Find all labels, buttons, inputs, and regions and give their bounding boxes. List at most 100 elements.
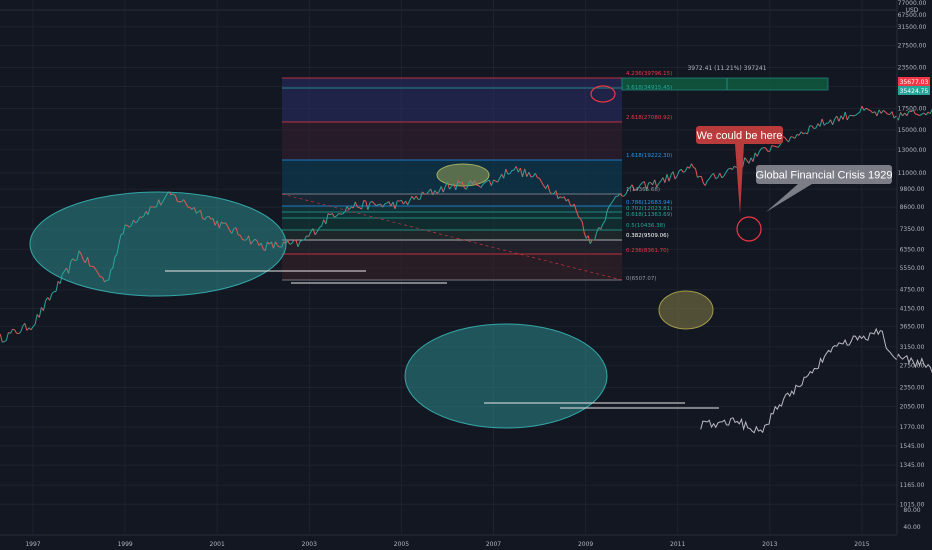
- series-main-segment: [683, 170, 686, 173]
- series-main-segment: [674, 175, 678, 180]
- series-main-segment: [917, 114, 920, 117]
- series-main-segment: [515, 166, 519, 173]
- series-main-segment: [878, 109, 882, 114]
- series-main-segment: [457, 180, 461, 184]
- series-main-segment: [534, 173, 538, 178]
- series-main-segment: [589, 239, 593, 245]
- series-main-segment: [660, 177, 664, 182]
- series-main-segment: [185, 203, 189, 208]
- price-tick-label: 5550.00: [900, 265, 925, 272]
- series-main-segment: [709, 175, 712, 179]
- series-main-segment: [840, 115, 844, 120]
- series-main-segment: [413, 195, 417, 200]
- series-main-segment: [543, 185, 547, 189]
- series-main-segment: [723, 171, 727, 177]
- series-main-segment: [541, 181, 545, 186]
- series-main-segment: [746, 160, 750, 164]
- series-main-segment: [26, 327, 30, 331]
- series-main-segment: [242, 238, 245, 241]
- series-main-segment: [357, 206, 360, 209]
- price-tick-label: 2750.00: [900, 363, 925, 370]
- fibonacci-level-label: 2.618(27080.92): [626, 115, 672, 121]
- series-main-segment: [919, 113, 923, 117]
- time-tick-label: 2005: [394, 541, 409, 548]
- series-main-segment: [727, 167, 731, 170]
- series-main-segment: [654, 179, 658, 188]
- series-main-segment: [915, 113, 918, 115]
- series-main-segment: [742, 157, 746, 168]
- series-main-segment: [465, 184, 469, 190]
- fibonacci-level-label: 0.5(10436.38): [626, 223, 665, 229]
- series-main-segment: [409, 195, 413, 201]
- series-main-segment: [549, 191, 553, 195]
- series-main-segment: [373, 203, 377, 207]
- series-main-segment: [397, 200, 400, 202]
- price-tick-label: 31500.00: [898, 24, 927, 31]
- series-main-segment: [672, 171, 676, 180]
- series-main-segment: [394, 200, 398, 210]
- series-main-segment: [587, 235, 591, 244]
- series-main-segment: [415, 195, 419, 200]
- series-main-segment: [382, 203, 386, 208]
- series-main-segment: [164, 193, 168, 199]
- series-main-segment: [18, 331, 22, 334]
- series-main-segment: [202, 217, 205, 221]
- series-main-segment: [200, 210, 203, 219]
- series-main-segment: [316, 227, 320, 232]
- series-main-segment: [319, 225, 322, 229]
- series-main-segment: [758, 148, 762, 152]
- series-main-segment: [299, 239, 303, 242]
- series-main-segment: [295, 240, 299, 247]
- series-main-segment: [509, 170, 513, 174]
- series-main-segment: [487, 179, 490, 182]
- series-main-segment: [470, 180, 474, 185]
- series-main-segment: [631, 184, 635, 191]
- series-main-segment: [484, 180, 488, 183]
- series-main-segment: [112, 256, 116, 269]
- series-main-segment: [522, 168, 526, 178]
- series-main-segment: [528, 171, 532, 178]
- series-main-segment: [467, 180, 471, 185]
- price-tick-label: 23500.00: [898, 64, 927, 71]
- price-tick-label: 40.00: [903, 524, 920, 531]
- series-main-segment: [84, 256, 89, 263]
- series-main-segment: [662, 177, 666, 183]
- series-main-segment: [352, 201, 356, 209]
- series-main-segment: [794, 134, 798, 139]
- series-main-segment: [897, 112, 901, 121]
- series-main-segment: [376, 204, 379, 207]
- price-tags: 35677.03 35424.75: [898, 77, 930, 95]
- series-main-segment: [480, 184, 484, 188]
- time-tick-label: 2009: [578, 541, 593, 548]
- series-main-segment: [51, 291, 55, 295]
- series-main-segment: [648, 181, 651, 184]
- series-main-segment: [539, 178, 543, 183]
- series-main-segment: [575, 210, 579, 217]
- price-tick-label: 1545.00: [900, 443, 925, 450]
- series-main-segment: [166, 191, 170, 195]
- series-main-segment: [865, 107, 869, 111]
- measure-tool: 3972.41 (11.21%) 397241: [621, 65, 829, 91]
- series-main-segment: [719, 172, 723, 179]
- series-main-segment: [275, 241, 279, 246]
- series-main-segment: [78, 250, 82, 255]
- series-main-segment: [444, 182, 448, 187]
- series-main-segment: [38, 307, 42, 318]
- series-main-segment: [419, 191, 423, 200]
- series-main-segment: [639, 182, 643, 186]
- series-main-segment: [68, 261, 72, 274]
- series-main-segment: [367, 202, 371, 210]
- series-main-segment: [344, 206, 348, 212]
- series-main-segment: [130, 219, 134, 226]
- series-main-segment: [214, 220, 218, 226]
- series-main-segment: [474, 180, 478, 186]
- series-fractal-line: [700, 327, 932, 434]
- series-main-segment: [91, 265, 95, 268]
- series-main-segment: [336, 213, 339, 217]
- series-main-segment: [229, 230, 233, 234]
- series-main-segment: [87, 256, 91, 267]
- series-main-segment: [291, 239, 295, 244]
- series-main-segment: [206, 215, 209, 218]
- series-main-segment: [338, 213, 341, 215]
